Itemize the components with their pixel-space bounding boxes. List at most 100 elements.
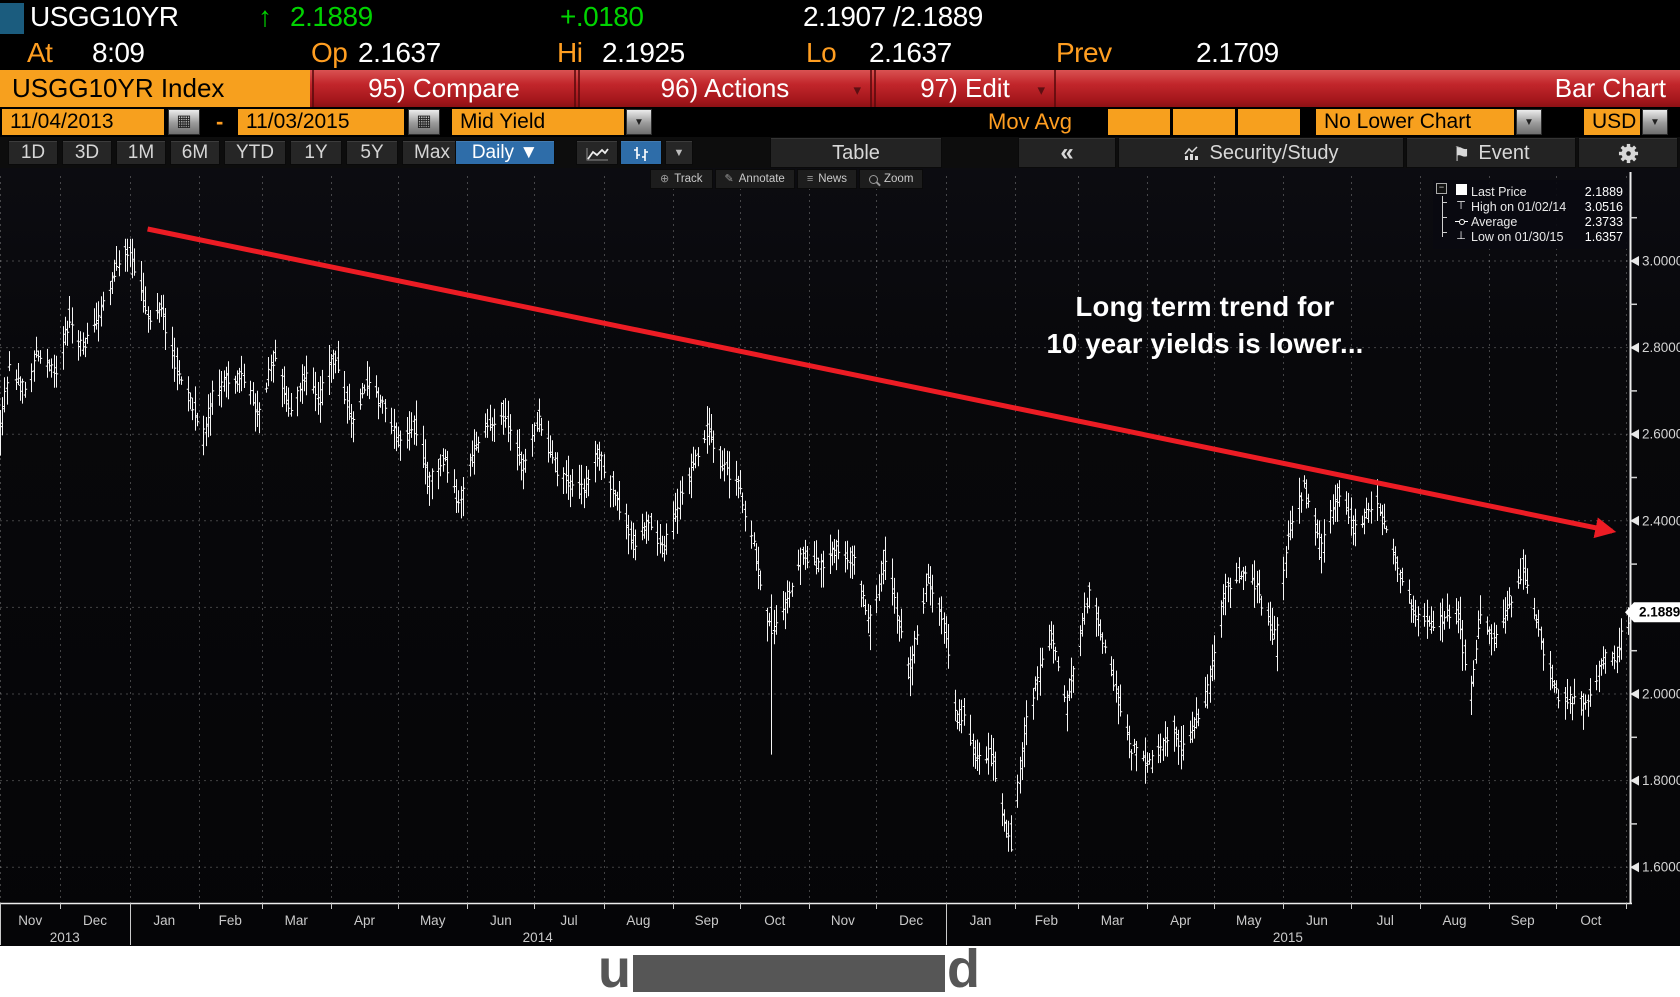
legend-row-high[interactable]: ⊤ High on 01/02/14 3.0516 [1437, 199, 1623, 214]
period-tab-5y[interactable]: 5Y [346, 140, 398, 165]
price-field-select[interactable]: Mid Yield [452, 109, 624, 135]
y-axis-labels: 3.00002.80002.60002.40002.20002.00001.80… [1630, 216, 1680, 875]
chart-settings-bar: 11/04/2013 ▦ - 11/03/2015 ▦ Mid Yield ▼ … [0, 107, 1680, 137]
period-tab-1m[interactable]: 1M [116, 140, 166, 165]
calendar-icon[interactable]: ▦ [408, 109, 440, 135]
svg-text:Jul: Jul [1377, 913, 1394, 928]
chart-legend: − Last Price 2.1889 ⊤ High on 01/02/14 3… [1433, 180, 1629, 249]
chevron-down-icon[interactable]: ▼ [626, 109, 652, 135]
chart-type-dropdown[interactable]: ▼ [665, 140, 693, 165]
period-tab-6m[interactable]: 6M [170, 140, 220, 165]
lower-chart-select[interactable]: No Lower Chart [1316, 109, 1514, 135]
table-button[interactable]: Table [770, 137, 942, 168]
x-axis-labels: Nov Dec Jan Feb Mar Apr May Jun Jul Aug Sep Oct Nov D… [0, 903, 1627, 945]
annotate-tool-button[interactable]: ✎ Annotate [714, 169, 795, 189]
study-chart-icon [1183, 146, 1198, 160]
high-tick-icon: ⊤ [1456, 200, 1466, 212]
security-tab[interactable]: USGG10YR Index [0, 70, 310, 107]
period-tab-1y[interactable]: 1Y [290, 140, 342, 165]
high-label: Hi [557, 37, 583, 68]
gear-icon [1618, 143, 1638, 164]
bar-chart-button[interactable] [620, 140, 662, 165]
svg-text:2014: 2014 [523, 930, 554, 945]
ohlc-bars-icon [634, 147, 648, 161]
mov-avg-input-2[interactable] [1173, 109, 1235, 135]
legend-collapse-icon[interactable]: − [1436, 183, 1447, 194]
news-icon: ≡ [806, 173, 814, 185]
news-tool-button[interactable]: ≡ News [796, 169, 857, 189]
svg-text:3.0000: 3.0000 [1642, 254, 1680, 269]
event-button[interactable]: ⚑ Event [1406, 137, 1576, 168]
actions-button[interactable]: 96) Actions ▾ [578, 70, 872, 107]
open-label: Op [311, 37, 348, 68]
svg-text:Sep: Sep [1511, 913, 1535, 928]
annotate-icon: ✎ [724, 173, 734, 185]
chart-area: 3.00002.80002.60002.40002.20002.00001.80… [0, 168, 1680, 946]
line-chart-icon [586, 148, 609, 161]
date-to-field[interactable]: 11/03/2015 [238, 109, 404, 135]
svg-text:Jan: Jan [153, 913, 175, 928]
last-price-square-icon [1451, 184, 1471, 199]
svg-text:1.6000: 1.6000 [1642, 860, 1680, 875]
legend-row-low[interactable]: ⊥ Low on 01/30/15 1.6357 [1437, 229, 1623, 244]
mov-avg-input-3[interactable] [1238, 109, 1300, 135]
actions-label: 96) Actions [660, 73, 790, 103]
currency-select[interactable]: USD [1584, 109, 1640, 135]
svg-text:2.0000: 2.0000 [1642, 687, 1680, 702]
svg-text:Aug: Aug [1442, 913, 1466, 928]
price-change: +.0180 [560, 1, 644, 32]
prev-value: 2.1709 [1196, 37, 1279, 68]
date-from-field[interactable]: 11/04/2013 [2, 109, 164, 135]
legend-row-average[interactable]: Average 2.3733 [1437, 214, 1623, 229]
period-tab-3d[interactable]: 3D [62, 140, 112, 165]
security-study-label: Security/Study [1209, 142, 1339, 164]
legend-row-last-price[interactable]: Last Price 2.1889 [1437, 184, 1623, 199]
bid-ask: 2.1907 /2.1889 [803, 1, 983, 32]
up-arrow-icon: ↑ [258, 1, 272, 32]
caption-strip: u d [0, 946, 1680, 997]
compare-button[interactable]: 95) Compare [312, 70, 576, 107]
svg-text:Feb: Feb [1035, 913, 1058, 928]
period-tab-max[interactable]: Max [402, 140, 462, 165]
mov-avg-label: Mov Avg [988, 109, 1072, 134]
edit-button[interactable]: 97) Edit ▾ [874, 70, 1056, 107]
period-tab-ytd[interactable]: YTD [224, 140, 286, 165]
security-study-button[interactable]: Security/Study [1118, 137, 1404, 168]
period-tab-1d[interactable]: 1D [8, 140, 58, 165]
mov-avg-input-1[interactable] [1108, 109, 1170, 135]
low-value: 2.1637 [869, 37, 952, 68]
svg-text:2.6000: 2.6000 [1642, 427, 1680, 442]
svg-text:Nov: Nov [831, 913, 855, 928]
calendar-icon[interactable]: ▦ [168, 109, 200, 135]
caption-text: u d [598, 946, 980, 997]
high-value: 2.1925 [602, 37, 685, 68]
trend-annotation: Long term trend for 10 year yields is lo… [995, 288, 1415, 362]
prev-label: Prev [1056, 37, 1112, 68]
gridlines [0, 176, 1631, 903]
collapse-button[interactable]: « [1018, 137, 1116, 168]
caption-redacted-block [633, 955, 945, 992]
zoom-tool-button[interactable]: Zoom [859, 169, 924, 189]
track-tool-button[interactable]: ⊕ Track [650, 169, 713, 189]
quote-time: 8:09 [92, 37, 145, 68]
price-chart-canvas[interactable]: 3.00002.80002.60002.40002.20002.00001.80… [0, 168, 1680, 946]
svg-text:Apr: Apr [354, 913, 376, 928]
chart-tools-toolbar: ⊕ Track ✎ Annotate ≡ News Zoom [650, 169, 925, 189]
chevron-down-icon[interactable]: ▼ [1516, 109, 1542, 135]
average-marker-icon [1451, 215, 1471, 228]
settings-gear-button[interactable] [1578, 137, 1678, 168]
quote-header: USGG10YR ↑ 2.1889 +.0180 2.1907 /2.1889 [0, 0, 1680, 36]
ticker-symbol: USGG10YR [30, 1, 179, 32]
trend-line [147, 226, 1617, 539]
frequency-select[interactable]: Daily ▼ [455, 140, 555, 165]
line-chart-button[interactable] [576, 140, 618, 165]
svg-text:Jan: Jan [970, 913, 992, 928]
svg-text:Nov: Nov [18, 913, 42, 928]
quote-subheader: At 8:09 Op 2.1637 Hi 2.1925 Lo 2.1637 Pr… [0, 36, 1680, 70]
svg-text:Oct: Oct [764, 913, 785, 928]
chevron-down-icon[interactable]: ▼ [1642, 109, 1668, 135]
low-label: Lo [806, 37, 837, 68]
chevron-down-icon: ▾ [853, 82, 861, 99]
svg-text:Apr: Apr [1170, 913, 1192, 928]
